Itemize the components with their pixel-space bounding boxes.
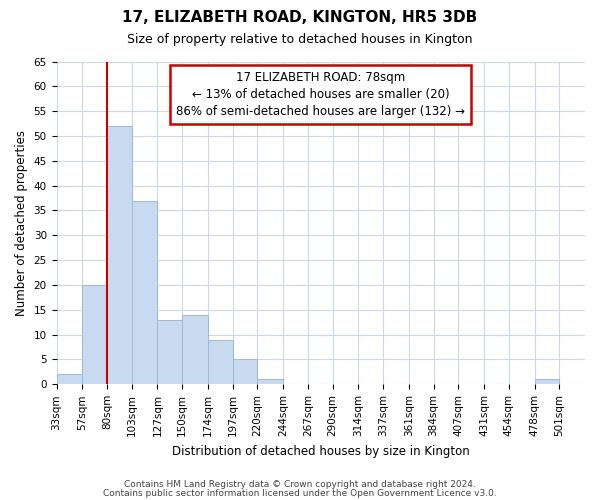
Bar <box>56 374 82 384</box>
Bar <box>208 340 233 384</box>
Y-axis label: Number of detached properties: Number of detached properties <box>15 130 28 316</box>
Text: 17 ELIZABETH ROAD: 78sqm
← 13% of detached houses are smaller (20)
86% of semi-d: 17 ELIZABETH ROAD: 78sqm ← 13% of detach… <box>176 71 465 118</box>
Bar <box>535 380 559 384</box>
X-axis label: Distribution of detached houses by size in Kington: Distribution of detached houses by size … <box>172 444 470 458</box>
Bar <box>107 126 132 384</box>
Text: Contains HM Land Registry data © Crown copyright and database right 2024.: Contains HM Land Registry data © Crown c… <box>124 480 476 489</box>
Bar <box>157 320 182 384</box>
Text: Contains public sector information licensed under the Open Government Licence v3: Contains public sector information licen… <box>103 489 497 498</box>
Bar <box>132 200 157 384</box>
Bar <box>82 285 107 384</box>
Bar <box>182 315 208 384</box>
Text: 17, ELIZABETH ROAD, KINGTON, HR5 3DB: 17, ELIZABETH ROAD, KINGTON, HR5 3DB <box>122 10 478 25</box>
Text: Size of property relative to detached houses in Kington: Size of property relative to detached ho… <box>127 32 473 46</box>
Bar <box>257 380 283 384</box>
Bar <box>233 360 257 384</box>
